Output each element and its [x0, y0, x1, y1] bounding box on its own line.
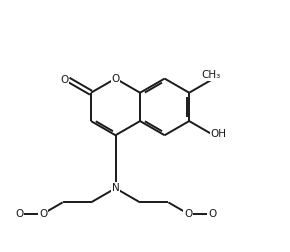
- Text: O: O: [15, 209, 23, 219]
- Text: CH₃: CH₃: [201, 70, 220, 80]
- Text: O: O: [208, 209, 216, 219]
- Text: O: O: [60, 75, 68, 85]
- Text: OH: OH: [211, 129, 227, 139]
- Text: O: O: [39, 209, 47, 219]
- Text: O: O: [184, 209, 192, 219]
- Text: O: O: [111, 74, 120, 84]
- Text: N: N: [112, 183, 119, 193]
